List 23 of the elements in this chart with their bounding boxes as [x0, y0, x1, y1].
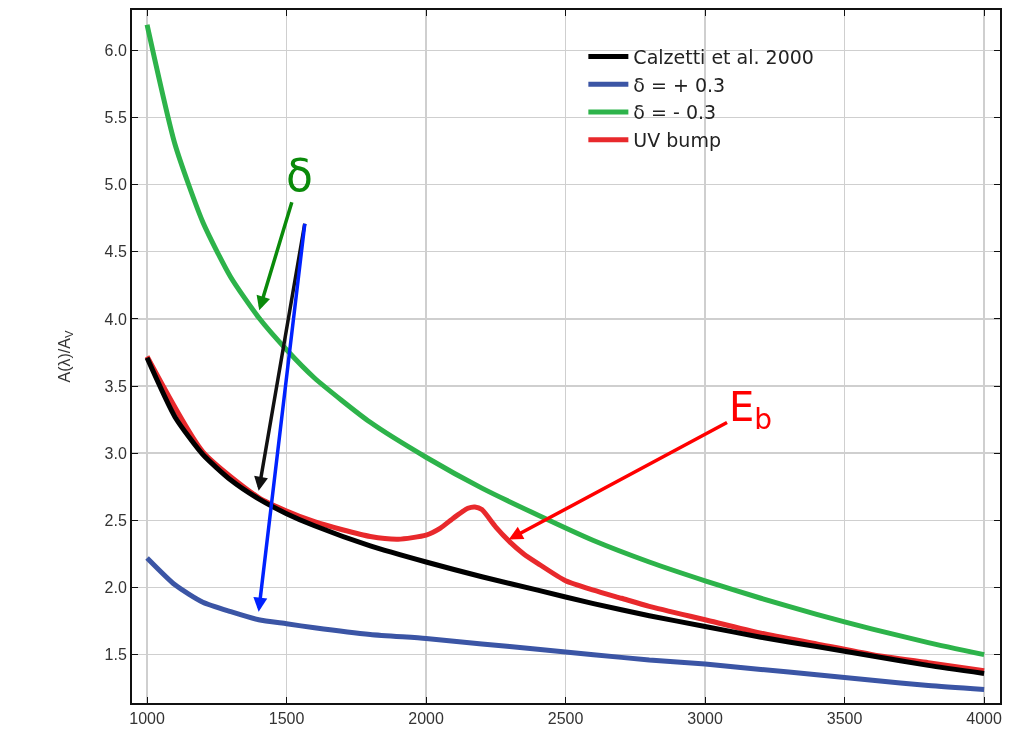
x-tick-label: 1000 [129, 710, 165, 728]
y-tick-label: 6.0 [104, 41, 127, 59]
y-tick-label: 2.5 [104, 511, 127, 529]
x-tick-label: 2500 [547, 710, 584, 728]
y-tick-label: 1.5 [104, 646, 127, 664]
legend-label: UV bump [633, 129, 721, 152]
x-tick-label: 3500 [826, 710, 863, 728]
x-tick-label: 2000 [408, 710, 444, 728]
x-tick-label: 4000 [966, 710, 1002, 728]
x-tick-label: 3000 [687, 710, 723, 728]
y-tick-label: 5.5 [104, 109, 127, 127]
x-tick-label: 1500 [268, 710, 305, 728]
y-tick-label: 3.0 [104, 444, 127, 462]
y-tick-label: 2.0 [104, 579, 127, 597]
y-tick-label: 3.5 [104, 377, 127, 395]
y-tick-label: 4.0 [104, 310, 127, 328]
annotation: E$_{b}$ [729, 384, 773, 437]
legend-label: Calzetti et al. 2000 [633, 45, 814, 68]
y-tick-label: 4.5 [104, 243, 127, 261]
legend-label: δ = - 0.3 [633, 101, 717, 124]
y-tick-label: 5.0 [104, 176, 127, 194]
annotation: δ [286, 150, 313, 201]
legend-label: δ = + 0.3 [633, 73, 726, 96]
